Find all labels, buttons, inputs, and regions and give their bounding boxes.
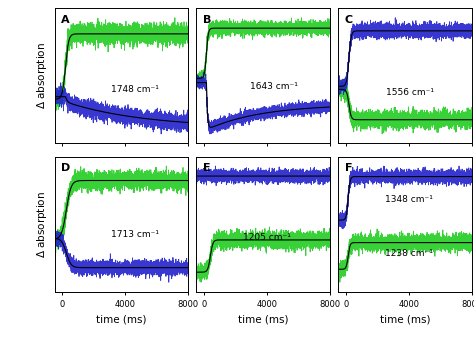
Y-axis label: $\Delta$ absorption: $\Delta$ absorption	[35, 191, 49, 257]
Text: E: E	[203, 163, 210, 174]
Text: 1205 cm⁻¹: 1205 cm⁻¹	[243, 233, 291, 242]
Text: D: D	[61, 163, 71, 174]
Text: 1348 cm⁻¹: 1348 cm⁻¹	[385, 195, 433, 204]
X-axis label: time (ms): time (ms)	[380, 314, 430, 325]
Text: A: A	[61, 15, 70, 25]
Text: 1643 cm⁻¹: 1643 cm⁻¹	[250, 82, 298, 91]
Text: C: C	[345, 15, 353, 25]
Text: F: F	[345, 163, 352, 174]
Text: 1556 cm⁻¹: 1556 cm⁻¹	[386, 88, 434, 96]
Text: 1238 cm⁻¹: 1238 cm⁻¹	[385, 249, 433, 258]
Text: 1748 cm⁻¹: 1748 cm⁻¹	[110, 85, 158, 94]
X-axis label: time (ms): time (ms)	[238, 314, 288, 325]
Text: B: B	[203, 15, 211, 25]
Text: 1713 cm⁻¹: 1713 cm⁻¹	[110, 231, 159, 239]
X-axis label: time (ms): time (ms)	[96, 314, 146, 325]
Y-axis label: $\Delta$ absorption: $\Delta$ absorption	[35, 42, 49, 109]
